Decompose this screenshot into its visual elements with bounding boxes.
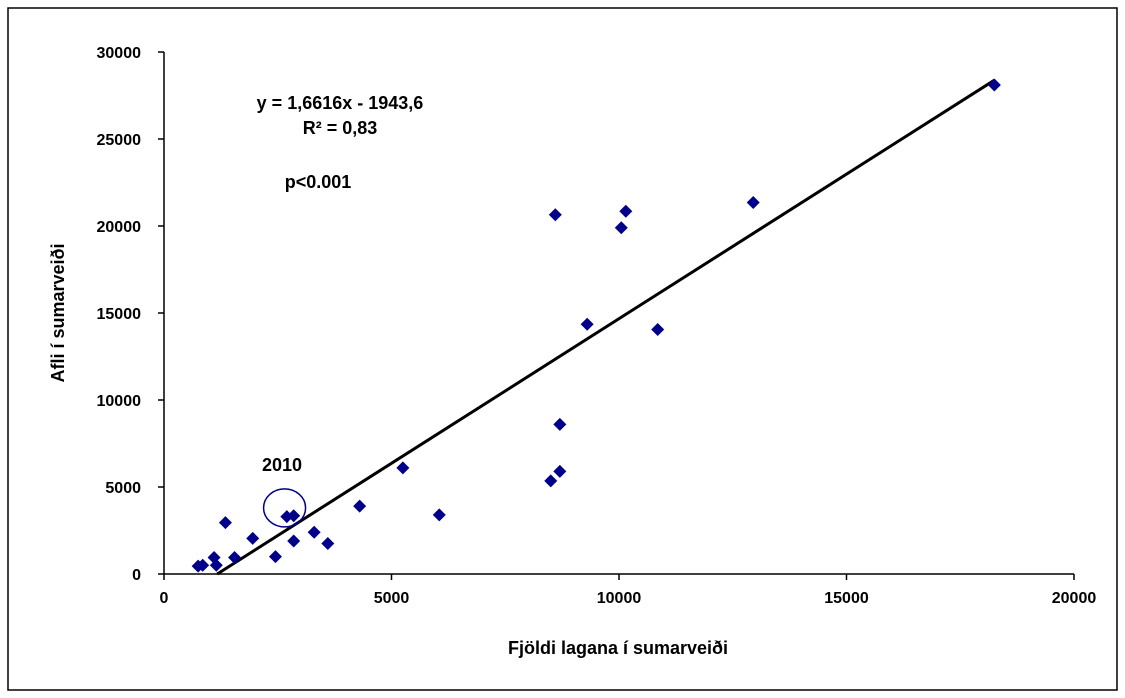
- x-tick-label: 0: [160, 590, 169, 607]
- data-point: [553, 464, 567, 478]
- x-tick-label: 15000: [824, 590, 869, 607]
- y-tick-label: 20000: [97, 219, 142, 236]
- data-point: [580, 317, 594, 331]
- x-tick-label: 20000: [1052, 590, 1097, 607]
- data-point: [432, 508, 446, 522]
- highlight-ellipse: [262, 488, 307, 528]
- data-point: [209, 558, 223, 572]
- x-tick-label: 5000: [374, 590, 410, 607]
- data-point: [268, 550, 282, 564]
- trendline-group: [216, 78, 996, 576]
- y-tick-label: 30000: [97, 45, 142, 62]
- data-point: [321, 537, 335, 551]
- data-point: [987, 78, 1001, 92]
- y-axis-title: Afli í sumarveiði: [48, 243, 68, 382]
- data-point: [287, 509, 301, 523]
- equation-label: y = 1,6616x - 1943,6: [257, 93, 424, 113]
- data-point: [548, 208, 562, 222]
- annotations: y = 1,6616x - 1943,6 R² = 0,83 p<0.001 2…: [257, 93, 424, 528]
- data-point: [287, 534, 301, 548]
- p-value-label: p<0.001: [285, 172, 352, 192]
- data-points: [191, 78, 1001, 573]
- data-point: [544, 474, 558, 488]
- data-point: [553, 417, 567, 431]
- highlight-year-label: 2010: [262, 455, 302, 475]
- x-tick-label: 10000: [597, 590, 642, 607]
- data-point: [619, 204, 633, 218]
- x-axis-title: Fjöldi lagana í sumarveiði: [508, 638, 728, 658]
- data-point: [353, 499, 367, 513]
- chart-border: [7, 7, 1118, 691]
- trendline: [216, 78, 996, 576]
- data-point: [651, 323, 665, 337]
- data-point: [228, 550, 242, 564]
- data-point: [614, 221, 628, 235]
- data-point: [246, 531, 260, 545]
- data-point: [746, 196, 760, 210]
- data-point: [196, 558, 210, 572]
- y-tick-label: 5000: [105, 480, 141, 497]
- data-point: [307, 525, 321, 539]
- axis-ticks: 0 5000 10000 15000 20000 0 5000 10000 15000 20000…: [97, 45, 1097, 607]
- y-tick-label: 25000: [97, 132, 142, 149]
- data-point: [396, 461, 410, 475]
- r-squared-label: R² = 0,83: [303, 118, 378, 138]
- data-point: [218, 516, 232, 530]
- y-tick-label: 0: [132, 567, 141, 584]
- y-tick-label: 10000: [97, 393, 142, 410]
- y-tick-label: 15000: [97, 306, 142, 323]
